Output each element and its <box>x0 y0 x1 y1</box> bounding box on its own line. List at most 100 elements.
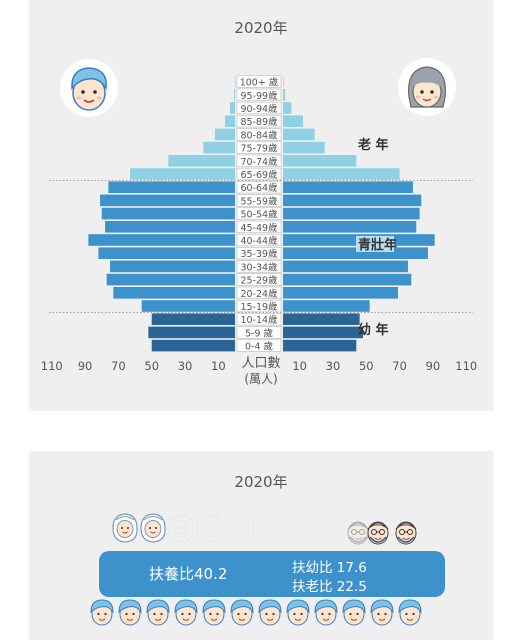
adult-face-icon <box>257 597 283 631</box>
age-label: 20-24歲 <box>240 288 278 300</box>
age-label-box <box>236 299 282 313</box>
age-label-box <box>236 220 282 233</box>
grandparent-face-icon <box>345 517 371 551</box>
age-label: 85-89歲 <box>240 116 278 128</box>
population-pyramid-panel: 2020年 100+ 歲 95-99歲 90-94歲 85-89歲 80-84歲 75-7… <box>29 0 493 411</box>
adult-face-icon <box>201 597 227 631</box>
x-tick-label: 10 <box>292 359 307 373</box>
age-label-box <box>236 260 282 273</box>
age-label-box <box>236 273 282 286</box>
bar-right <box>283 260 408 273</box>
age-label-box <box>236 75 282 88</box>
age-label-box <box>236 141 282 154</box>
bar-left <box>108 181 235 193</box>
age-label-box <box>236 167 282 181</box>
adult-face-icon <box>145 597 171 631</box>
bar-left <box>141 300 235 312</box>
bar-left <box>101 207 235 220</box>
boy-face-icon <box>60 59 118 117</box>
x-tick-label: 30 <box>326 359 341 373</box>
dependency-ratio-label: 扶養比40.2 <box>149 565 228 583</box>
x-tick-label: 70 <box>392 359 407 373</box>
bar-left <box>230 102 235 114</box>
pyramid-year-title: 2020年 <box>234 19 288 37</box>
dependency-ratio-panel: 2020年 扶養比40.2 扶幼比 17.6 扶老比 22.5 <box>29 451 493 640</box>
age-label: 60-64歲 <box>240 182 278 194</box>
age-label: 25-29歲 <box>240 275 278 287</box>
adult-face-icon <box>173 597 199 631</box>
x-tick-label: 90 <box>78 359 93 373</box>
age-label-box <box>236 194 282 207</box>
age-label-box <box>236 286 282 299</box>
age-label: 10-14歲 <box>240 314 278 326</box>
age-label: 30-34歲 <box>240 261 278 273</box>
age-label-box <box>236 207 282 220</box>
adult-face-icon <box>313 597 339 631</box>
group-label-working: 青壯年 <box>358 237 397 253</box>
bar-left <box>168 155 235 167</box>
bar-left <box>151 313 235 325</box>
age-label: 55-59歲 <box>240 195 278 207</box>
age-label: 0-4 歲 <box>245 341 274 353</box>
bar-right <box>283 102 292 114</box>
age-label-box <box>236 313 282 326</box>
age-label-box <box>236 115 282 128</box>
adult-face-icon <box>341 597 367 631</box>
bar-right <box>283 168 400 180</box>
bar-right <box>283 155 357 167</box>
age-label: 45-49歲 <box>240 222 278 234</box>
ratio-year-title: 2020年 <box>234 473 288 491</box>
age-label: 75-79歲 <box>240 143 278 155</box>
bar-right <box>283 300 370 312</box>
bar-right <box>283 339 357 352</box>
grandparent-face-icon <box>393 517 419 551</box>
age-label-box <box>236 339 282 352</box>
bar-left <box>148 326 235 339</box>
age-label-box <box>236 88 282 101</box>
bar-right <box>283 194 422 207</box>
age-label-box <box>236 101 282 115</box>
adult-face-icon <box>397 597 423 631</box>
bar-left <box>215 128 235 141</box>
adult-face-icon <box>117 597 143 631</box>
age-label: 5-9 歲 <box>245 327 274 339</box>
grandparent-face-icon <box>365 517 391 551</box>
age-label: 80-84歲 <box>240 129 278 141</box>
bar-right <box>283 181 413 193</box>
age-label: 15-19歲 <box>240 301 278 313</box>
bar-left <box>203 141 235 154</box>
age-label-box <box>236 233 282 247</box>
age-label-box <box>236 154 282 167</box>
age-label-box <box>236 128 282 141</box>
bar-right <box>283 75 284 88</box>
bar-right <box>283 221 417 233</box>
bar-right <box>283 115 303 127</box>
baby-face-icon <box>167 512 195 548</box>
age-label: 65-69歲 <box>240 169 278 181</box>
youth-ratio-label: 扶幼比 17.6 <box>292 560 367 576</box>
bar-left <box>113 287 235 299</box>
age-label: 35-39歲 <box>240 248 278 260</box>
bar-left <box>130 168 235 180</box>
adult-face-icon <box>229 597 255 631</box>
baby-face-icon <box>139 512 167 548</box>
dependency-ratio-bar: 扶養比40.2 扶幼比 17.6 扶老比 22.5 <box>99 551 445 597</box>
bar-right <box>283 207 420 220</box>
x-tick-label: 70 <box>111 359 126 373</box>
x-tick-label: 110 <box>455 359 477 373</box>
x-tick-label: 110 <box>41 359 63 373</box>
bar-right <box>283 247 428 259</box>
bar-left <box>151 339 235 352</box>
group-label-elderly: 老 年 <box>357 137 389 153</box>
baby-face-icon <box>223 512 251 548</box>
x-tick-label: 10 <box>211 359 226 373</box>
age-label-box <box>236 326 282 339</box>
bar-right <box>283 287 398 299</box>
group-label-working-highlight <box>356 236 394 252</box>
bar-left <box>234 89 235 101</box>
age-label: 70-74歲 <box>240 156 278 168</box>
bar-left <box>98 247 235 259</box>
x-tick-label: 50 <box>359 359 374 373</box>
bar-left <box>88 234 235 246</box>
